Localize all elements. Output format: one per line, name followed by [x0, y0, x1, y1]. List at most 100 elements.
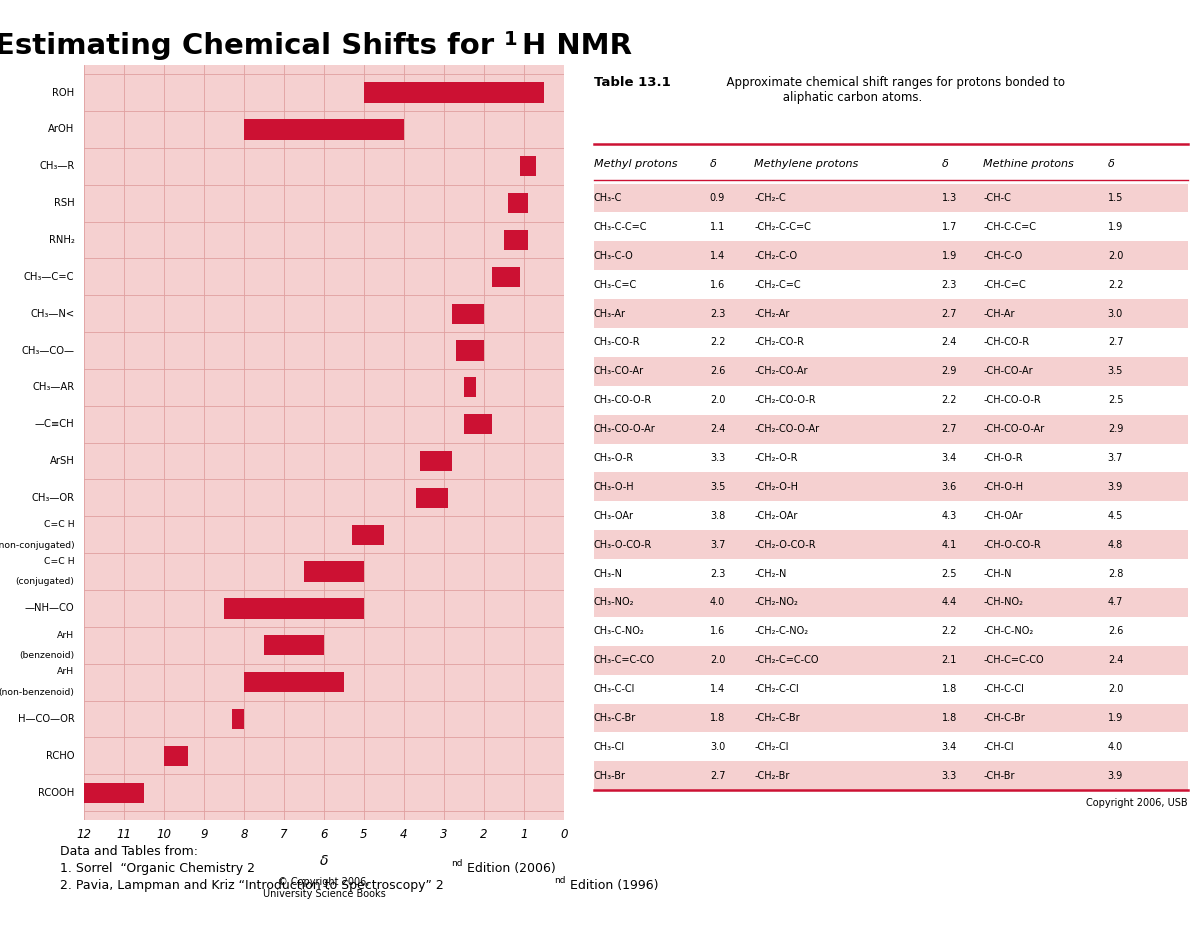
- Text: -CH-O-H: -CH-O-H: [983, 482, 1024, 492]
- Text: 2.0: 2.0: [710, 395, 725, 405]
- Text: -CH₂-C-NO₂: -CH₂-C-NO₂: [755, 627, 809, 636]
- Text: -CH-CO-Ar: -CH-CO-Ar: [983, 366, 1033, 376]
- Text: 4.7: 4.7: [1108, 597, 1123, 607]
- Text: 2.4: 2.4: [942, 337, 956, 348]
- Text: ArOH: ArOH: [48, 124, 74, 134]
- Text: 1.9: 1.9: [1108, 222, 1123, 232]
- Text: -CH-C-C=C: -CH-C-C=C: [983, 222, 1036, 232]
- Text: CH₃-C-NO₂: CH₃-C-NO₂: [594, 627, 644, 636]
- Text: CH₃—CO—: CH₃—CO—: [22, 346, 74, 356]
- Text: 1.4: 1.4: [710, 684, 725, 694]
- Bar: [594, 299, 1188, 328]
- Text: -CH₂-C=C-CO: -CH₂-C=C-CO: [755, 655, 818, 666]
- Bar: [594, 270, 1188, 299]
- Text: CH₃—OR: CH₃—OR: [31, 493, 74, 503]
- Text: CH₃-Br: CH₃-Br: [594, 770, 626, 781]
- Text: 1.8: 1.8: [942, 713, 956, 723]
- Text: 4.0: 4.0: [1108, 742, 1123, 752]
- Text: Methyl protons: Methyl protons: [594, 159, 678, 170]
- Text: 1.8: 1.8: [942, 684, 956, 694]
- Text: -CH-CO-O-R: -CH-CO-O-R: [983, 395, 1040, 405]
- Text: CH₃-O-CO-R: CH₃-O-CO-R: [594, 540, 653, 550]
- Text: CH₃-CO-O-Ar: CH₃-CO-O-Ar: [594, 424, 655, 434]
- Bar: [594, 588, 1188, 616]
- Bar: [594, 530, 1188, 559]
- Text: 2.2: 2.2: [942, 395, 956, 405]
- Text: -CH₂-N: -CH₂-N: [755, 568, 787, 578]
- Text: δ: δ: [710, 159, 716, 170]
- Bar: [594, 241, 1188, 270]
- Bar: [416, 488, 448, 508]
- Text: -CH₂-CO-O-Ar: -CH₂-CO-O-Ar: [755, 424, 820, 434]
- Bar: [452, 303, 484, 324]
- Text: 4.1: 4.1: [942, 540, 956, 550]
- Bar: [244, 120, 404, 140]
- Text: 3.5: 3.5: [710, 482, 725, 492]
- Text: -CH-C-Br: -CH-C-Br: [983, 713, 1025, 723]
- Text: ArSH: ArSH: [49, 456, 74, 466]
- Bar: [492, 267, 520, 287]
- Text: -CH-C-O: -CH-C-O: [983, 250, 1022, 260]
- Bar: [594, 616, 1188, 646]
- Bar: [594, 732, 1188, 761]
- Bar: [594, 357, 1188, 386]
- Text: Table 13.1: Table 13.1: [594, 76, 671, 89]
- Text: ArH: ArH: [58, 667, 74, 677]
- Text: CH₃—C=C: CH₃—C=C: [24, 272, 74, 282]
- Bar: [594, 704, 1188, 732]
- Text: 4.0: 4.0: [710, 597, 725, 607]
- Text: Estimating Chemical Shifts for: Estimating Chemical Shifts for: [0, 32, 504, 60]
- Bar: [504, 230, 528, 250]
- Text: -CH-C-Cl: -CH-C-Cl: [983, 684, 1024, 694]
- Text: 2.0: 2.0: [1108, 250, 1123, 260]
- Bar: [594, 559, 1188, 588]
- Text: 3.9: 3.9: [1108, 770, 1123, 781]
- Text: 3.0: 3.0: [710, 742, 725, 752]
- Text: RSH: RSH: [54, 198, 74, 208]
- Text: 2.3: 2.3: [942, 280, 956, 289]
- Text: CH₃-OAr: CH₃-OAr: [594, 511, 634, 521]
- Text: -CH₂-OAr: -CH₂-OAr: [755, 511, 798, 521]
- Bar: [224, 598, 364, 618]
- Text: 3.7: 3.7: [710, 540, 725, 550]
- Text: 1.6: 1.6: [710, 280, 725, 289]
- Text: © Copyright 2006,
University Science Books: © Copyright 2006, University Science Boo…: [263, 877, 385, 898]
- Text: 2.0: 2.0: [1108, 684, 1123, 694]
- Text: -CH-C-NO₂: -CH-C-NO₂: [983, 627, 1033, 636]
- Text: —C≡CH: —C≡CH: [35, 419, 74, 429]
- Text: 1.7: 1.7: [942, 222, 956, 232]
- Bar: [594, 212, 1188, 241]
- Text: 2.8: 2.8: [1108, 568, 1123, 578]
- Text: 2.3: 2.3: [710, 568, 725, 578]
- Text: CH₃-C-C=C: CH₃-C-C=C: [594, 222, 648, 232]
- Text: Data and Tables from:: Data and Tables from:: [60, 845, 198, 858]
- Bar: [464, 414, 492, 435]
- Text: -CH-CO-R: -CH-CO-R: [983, 337, 1030, 348]
- Text: 1. Sorrel  “Organic Chemistry 2: 1. Sorrel “Organic Chemistry 2: [60, 862, 256, 875]
- Bar: [84, 782, 144, 803]
- Text: 0.9: 0.9: [710, 193, 725, 203]
- Text: -CH₂-CO-O-R: -CH₂-CO-O-R: [755, 395, 816, 405]
- Bar: [594, 473, 1188, 502]
- Text: -CH-C=C-CO: -CH-C=C-CO: [983, 655, 1044, 666]
- Text: CH₃-C-O: CH₃-C-O: [594, 250, 634, 260]
- Text: 1.8: 1.8: [710, 713, 725, 723]
- Text: -CH-CO-O-Ar: -CH-CO-O-Ar: [983, 424, 1044, 434]
- Text: 1: 1: [504, 30, 517, 48]
- Text: 4.8: 4.8: [1108, 540, 1123, 550]
- Text: 2.7: 2.7: [942, 309, 956, 319]
- Text: -CH₂-C-Br: -CH₂-C-Br: [755, 713, 800, 723]
- Text: 3.0: 3.0: [1108, 309, 1123, 319]
- Text: 2.6: 2.6: [1108, 627, 1123, 636]
- Text: 3.9: 3.9: [1108, 482, 1123, 492]
- Text: 3.4: 3.4: [942, 453, 956, 463]
- Bar: [594, 414, 1188, 443]
- Text: Approximate chemical shift ranges for protons bonded to
                 aliphat: Approximate chemical shift ranges for pr…: [719, 76, 1064, 104]
- Text: 2. Pavia, Lampman and Kriz “Introduction to Spectroscopy” 2: 2. Pavia, Lampman and Kriz “Introduction…: [60, 879, 444, 892]
- Text: (benzenoid): (benzenoid): [19, 651, 74, 660]
- Text: 3.5: 3.5: [1108, 366, 1123, 376]
- Text: 4.3: 4.3: [942, 511, 956, 521]
- Text: δ: δ: [942, 159, 948, 170]
- Text: 3.6: 3.6: [942, 482, 956, 492]
- Text: 2.2: 2.2: [942, 627, 956, 636]
